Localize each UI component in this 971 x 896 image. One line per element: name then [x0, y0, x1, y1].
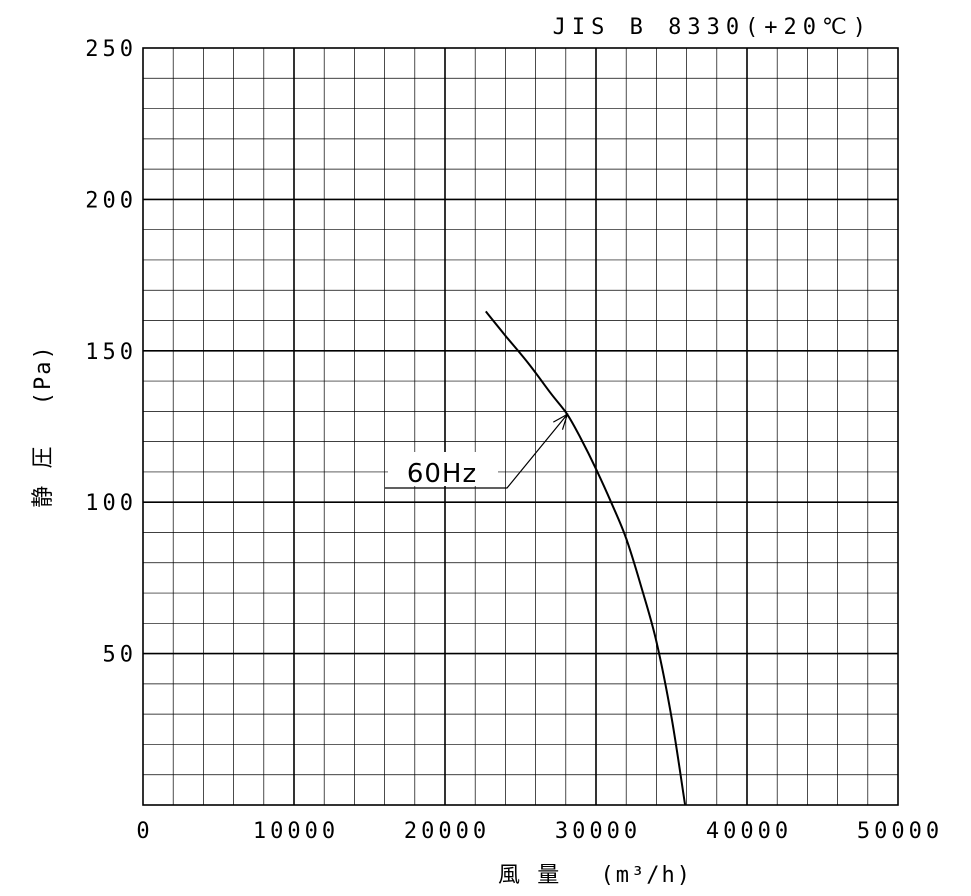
series-line-60Hz: [485, 310, 687, 806]
tick-labels: 0 10000 20000 30000 40000 50000 50 100 150 200 250: [85, 37, 943, 844]
y-tick-label: 150: [85, 340, 137, 365]
y-tick-label: 100: [85, 491, 137, 516]
annotation: 60Hz: [385, 413, 569, 489]
x-tick-label: 20000: [404, 819, 490, 844]
x-tick-label: 0: [136, 819, 153, 844]
x-tick-label: 40000: [706, 819, 792, 844]
annotation-leader: [385, 414, 568, 489]
y-tick-label: 50: [103, 643, 138, 668]
x-tick-label: 10000: [253, 819, 339, 844]
series-layer: [485, 310, 687, 806]
y-tick-label: 250: [85, 37, 137, 62]
annotation-label-bg: [388, 452, 498, 486]
x-tick-label: 50000: [857, 819, 943, 844]
annotation-arrowhead: [553, 413, 569, 430]
x-axis-label: 風 量 (m³/h): [498, 863, 692, 888]
standard-label: JIS B 8330(+20℃): [553, 15, 872, 40]
y-axis-label: 静 圧 (Pa): [31, 344, 56, 507]
annotation-label: 60Hz: [407, 459, 477, 489]
plot-frame: [142, 47, 899, 806]
grid: [143, 48, 898, 805]
y-tick-label: 200: [85, 188, 137, 213]
x-tick-label: 30000: [555, 819, 641, 844]
